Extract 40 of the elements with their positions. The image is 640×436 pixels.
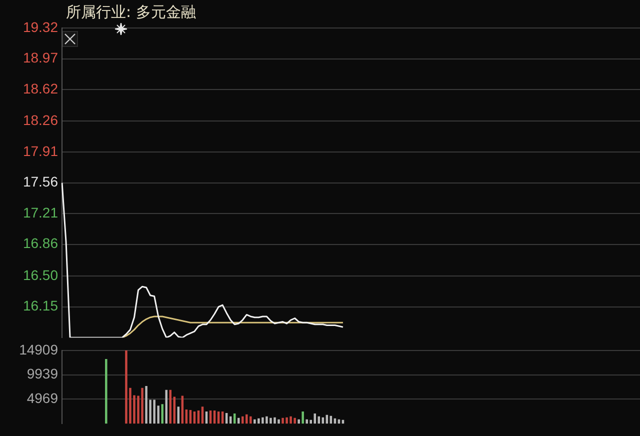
y-tick-label: 16.50: [22, 266, 58, 283]
y-tick-label: 18.26: [22, 112, 58, 128]
bar: [161, 404, 164, 424]
bar: [294, 418, 296, 424]
bar: [282, 418, 284, 424]
y-tick-label: 19.32: [22, 18, 58, 35]
y-tick-label: 17.21: [22, 204, 58, 220]
bar: [286, 417, 288, 424]
bar: [169, 390, 172, 424]
bar: [153, 400, 156, 424]
y-tick-label: 18.62: [22, 80, 58, 96]
bar: [278, 419, 280, 424]
y-tick-label: 9939: [26, 366, 58, 382]
bar: [290, 416, 292, 424]
bar: [298, 419, 300, 424]
bar: [262, 417, 264, 424]
bar: [274, 417, 276, 424]
bar: [270, 418, 272, 424]
bar: [246, 414, 248, 424]
bar: [141, 388, 144, 424]
bar: [105, 358, 108, 424]
bar: [302, 411, 304, 424]
y-tick-label: 17.56: [22, 174, 58, 190]
bar: [306, 419, 308, 424]
bar: [250, 416, 252, 424]
y-tick-label: 18.97: [22, 50, 58, 66]
y-tick-label: 4969: [26, 390, 58, 406]
bar: [314, 413, 316, 424]
y-tick-label: 16.86: [22, 235, 58, 252]
bar: [125, 350, 128, 424]
chart-title: 所属行业: 多元金融: [66, 2, 196, 21]
bar: [241, 416, 244, 424]
y-tick-label: 17.91: [22, 142, 58, 159]
bar: [266, 416, 268, 424]
bar: [254, 419, 256, 424]
y-tick-label: 16.15: [22, 298, 58, 314]
y-tick-label: 14909: [19, 341, 58, 358]
bar: [145, 386, 148, 424]
bar: [258, 418, 260, 424]
bar: [165, 390, 168, 424]
